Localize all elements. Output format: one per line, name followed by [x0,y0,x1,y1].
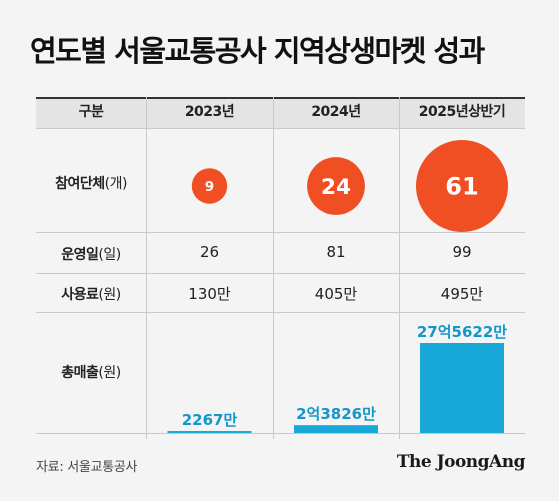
data-table: 구분 2023년 2024년 2025년상반기 참여단체(개) 운영일(일) 사… [36,97,525,439]
participant-bubble [307,157,365,215]
usage-fee-2025-h1: 495만 [440,285,484,303]
sales-bar [294,425,378,433]
usage-fee-2024: 405만 [314,285,358,303]
operating-days-2024: 81 [326,243,346,261]
chart-marks: 9 24 61 2267만 2억3826만 27억5622만 [167,140,508,433]
row-label-participants: 참여단체(개) [55,176,127,192]
header-2024: 2024년 [311,104,361,120]
header-2023: 2023년 [184,104,235,120]
participant-value-label: 61 [445,173,478,201]
operating-days-2023: 26 [199,243,220,261]
row-divider [36,128,525,129]
chart-title: 연도별 서울교통공사 지역상생마켓 성과 [30,34,485,68]
row-label-usage-fee: 사용료(원) [61,287,121,303]
row-label-total-sales: 총매출(원) [61,365,121,381]
usage-fee-2023: 130만 [188,285,231,303]
row-divider [36,312,525,313]
row-label-operating-days: 운영일(일) [61,247,121,263]
column-divider [399,97,400,439]
sales-value-label: 27억5622만 [417,323,507,341]
sales-value-label: 2억3826만 [296,405,376,423]
table-header-background [36,97,525,128]
participant-value-label: 9 [205,180,214,195]
sales-bar [167,431,252,433]
row-divider [36,273,525,274]
participant-value-label: 24 [321,175,351,200]
header-2025-h1: 2025년상반기 [418,104,506,120]
source-note: 자료: 서울교통공사 [36,460,138,475]
row-divider [36,232,525,233]
participant-bubble [416,140,508,232]
sales-value-label: 2267만 [182,411,238,429]
publisher-logo: The JoongAng [396,452,526,472]
sales-bar [420,343,504,433]
column-divider [146,97,147,439]
header-category: 구분 [78,104,104,120]
operating-days-2025-h1: 99 [452,243,472,261]
table-top-rule [36,97,525,99]
participant-bubble [191,168,228,204]
column-divider [273,97,274,439]
row-divider [36,433,525,434]
